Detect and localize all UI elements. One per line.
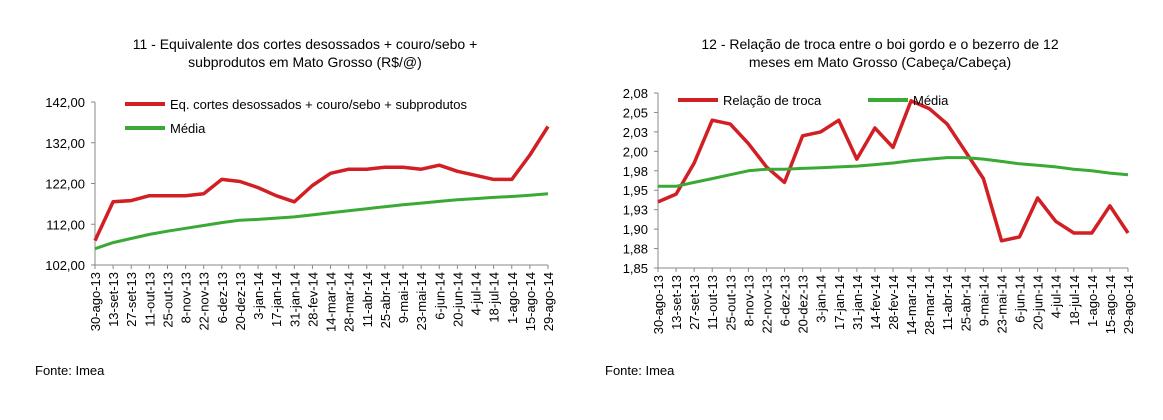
x-tick-label: 4-jul-14 [1049, 275, 1064, 318]
chart-title: meses em Mato Grosso (Cabeça/Cabeça) [749, 54, 1011, 70]
x-tick-label: 11-out-13 [705, 275, 720, 330]
x-tick-label: 23-mai-14 [414, 272, 429, 331]
series-line [657, 99, 1130, 243]
x-tick-label: 31-jan-14 [850, 275, 865, 330]
x-tick-label: 3-jan-14 [814, 275, 829, 323]
y-tick-label: 1,98 [623, 164, 648, 179]
x-tick-label: 25-abr-14 [378, 272, 393, 328]
x-tick-label: 28-mar-14 [342, 272, 357, 332]
y-tick-label: 2,00 [623, 144, 648, 159]
x-tick-label: 1-ago-14 [505, 272, 520, 324]
x-tick-label: 6-jun-14 [432, 272, 447, 320]
x-tick-label: 15-ago-14 [523, 272, 538, 331]
x-tick-label: 15-ago-14 [1103, 275, 1118, 334]
x-tick-label: 28-mar-14 [922, 275, 937, 335]
x-tick-label: 11-out-13 [142, 272, 157, 327]
x-tick-label: 8-nov-13 [179, 272, 194, 323]
x-tick-label: 8-nov-13 [741, 275, 756, 326]
x-tick-label: 17-jan-14 [832, 275, 847, 330]
y-tick-label: 1,85 [623, 261, 648, 276]
x-tick-label: 30-ago-13 [651, 275, 666, 334]
x-tick-label: 6-dez-13 [215, 272, 230, 323]
series-line [93, 125, 550, 242]
source-note: Fonte: Imea [605, 363, 675, 378]
x-tick-label: 20-dez-13 [233, 272, 248, 331]
x-tick-label: 6-dez-13 [778, 275, 793, 326]
x-tick-label: 20-jun-14 [1031, 275, 1046, 330]
x-tick-label: 4-jul-14 [469, 272, 484, 315]
y-tick-label: 1,90 [623, 222, 648, 237]
x-tick-label: 14-mar-14 [904, 275, 919, 335]
chart-title: 11 - Equivalente dos cortes desossados +… [133, 36, 478, 52]
x-tick-label: 31-jan-14 [287, 272, 302, 327]
x-tick-label: 29-ago-14 [541, 272, 556, 331]
x-tick-label: 28-fev-14 [886, 275, 901, 330]
x-tick-label: 14-fev-14 [868, 275, 883, 330]
y-tick-label: 112,00 [46, 217, 85, 232]
y-tick-label: 2,03 [623, 125, 648, 140]
y-tick-label: 122,00 [45, 177, 85, 192]
x-tick-label: 18-jul-14 [1067, 275, 1082, 326]
y-tick-label: 1,88 [623, 242, 648, 257]
source-note: Fonte: Imea [35, 363, 105, 378]
y-tick-label: 1,93 [623, 203, 648, 218]
x-tick-label: 28-fev-14 [305, 272, 320, 327]
x-tick-label: 30-ago-13 [88, 272, 103, 331]
legend-label: Eq. cortes desossados + couro/sebo + sub… [170, 97, 468, 112]
y-tick-label: 2,08 [623, 86, 648, 101]
x-tick-label: 3-jan-14 [251, 272, 266, 320]
x-tick-label: 9-mai-14 [976, 275, 991, 326]
legend-label: Relação de troca [723, 93, 822, 108]
x-tick-label: 13-set-13 [106, 272, 121, 327]
legend-label: Média [170, 121, 206, 136]
x-tick-label: 25-abr-14 [958, 275, 973, 331]
series-line [658, 156, 1129, 188]
x-tick-label: 17-jan-14 [269, 272, 284, 327]
x-tick-label: 27-set-13 [687, 275, 702, 330]
x-tick-label: 25-out-13 [160, 272, 175, 328]
x-tick-label: 1-ago-14 [1085, 275, 1100, 327]
x-tick-label: 13-set-13 [669, 275, 684, 330]
x-tick-label: 22-nov-13 [759, 275, 774, 334]
y-tick-label: 142,00 [45, 95, 85, 110]
y-tick-label: 2,05 [623, 105, 648, 120]
x-tick-label: 18-jul-14 [487, 272, 502, 323]
x-tick-label: 29-ago-14 [1121, 275, 1136, 334]
x-tick-label: 23-mai-14 [994, 275, 1009, 334]
chart-title: subprodutos em Mato Grosso (R$/@) [188, 54, 422, 70]
chart-title: 12 - Relação de troca entre o boi gordo … [701, 36, 1058, 52]
x-tick-label: 11-abr-14 [940, 275, 955, 330]
y-tick-label: 132,00 [45, 136, 85, 151]
x-tick-label: 22-nov-13 [197, 272, 212, 331]
x-tick-label: 27-set-13 [124, 272, 139, 327]
y-tick-label: 1,95 [623, 183, 648, 198]
x-tick-label: 25-out-13 [723, 275, 738, 331]
y-tick-label: 102,00 [45, 258, 85, 273]
x-tick-label: 9-mai-14 [396, 272, 411, 323]
series-line [94, 192, 549, 251]
x-tick-label: 11-abr-14 [360, 272, 375, 327]
x-tick-label: 20-dez-13 [796, 275, 811, 334]
x-tick-label: 6-jun-14 [1013, 275, 1028, 323]
x-tick-label: 14-mar-14 [324, 272, 339, 332]
x-tick-label: 20-jun-14 [450, 272, 465, 327]
legend-label: Média [913, 93, 949, 108]
